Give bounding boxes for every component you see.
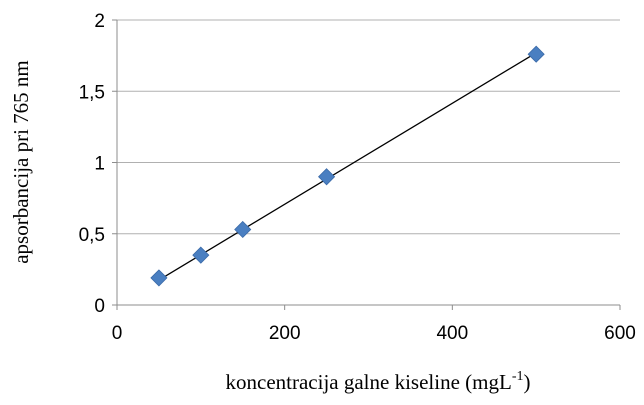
x-axis-title-suffix: ) (523, 370, 530, 394)
data-points (150, 45, 545, 287)
y-tick-label-3: 1,5 (79, 82, 105, 103)
gridlines (117, 19, 620, 235)
data-point-3 (318, 168, 336, 186)
data-point-1 (192, 246, 210, 264)
data-point-4 (527, 45, 545, 63)
x-tick-label-1: 200 (269, 323, 301, 344)
x-tick-label-2: 400 (436, 323, 468, 344)
y-axis-tick-labels: 0 0,5 1 1,5 2 (79, 11, 105, 317)
y-tick-label-1: 0,5 (79, 225, 105, 246)
x-axis-title: koncentracija galne kiseline (mgL-1) (226, 369, 531, 394)
x-tick-label-0: 0 (112, 323, 123, 344)
y-tick-label-4: 2 (94, 11, 105, 32)
x-axis-title-superscript: -1 (512, 369, 524, 384)
x-axis-title-main: koncentracija galne kiseline (mgL (226, 370, 512, 394)
data-point-0 (150, 269, 168, 287)
y-tick-label-0: 0 (94, 296, 105, 317)
trendline-group (158, 52, 537, 281)
x-axis-tick-labels: 0 200 400 600 (112, 323, 636, 344)
data-point-2 (234, 220, 252, 239)
y-axis-title: apsorbancija pri 765 nm (9, 60, 33, 264)
x-tick-label-3: 600 (604, 323, 636, 344)
axes (112, 19, 621, 310)
y-tick-label-2: 1 (94, 154, 105, 175)
trendline (158, 52, 537, 281)
